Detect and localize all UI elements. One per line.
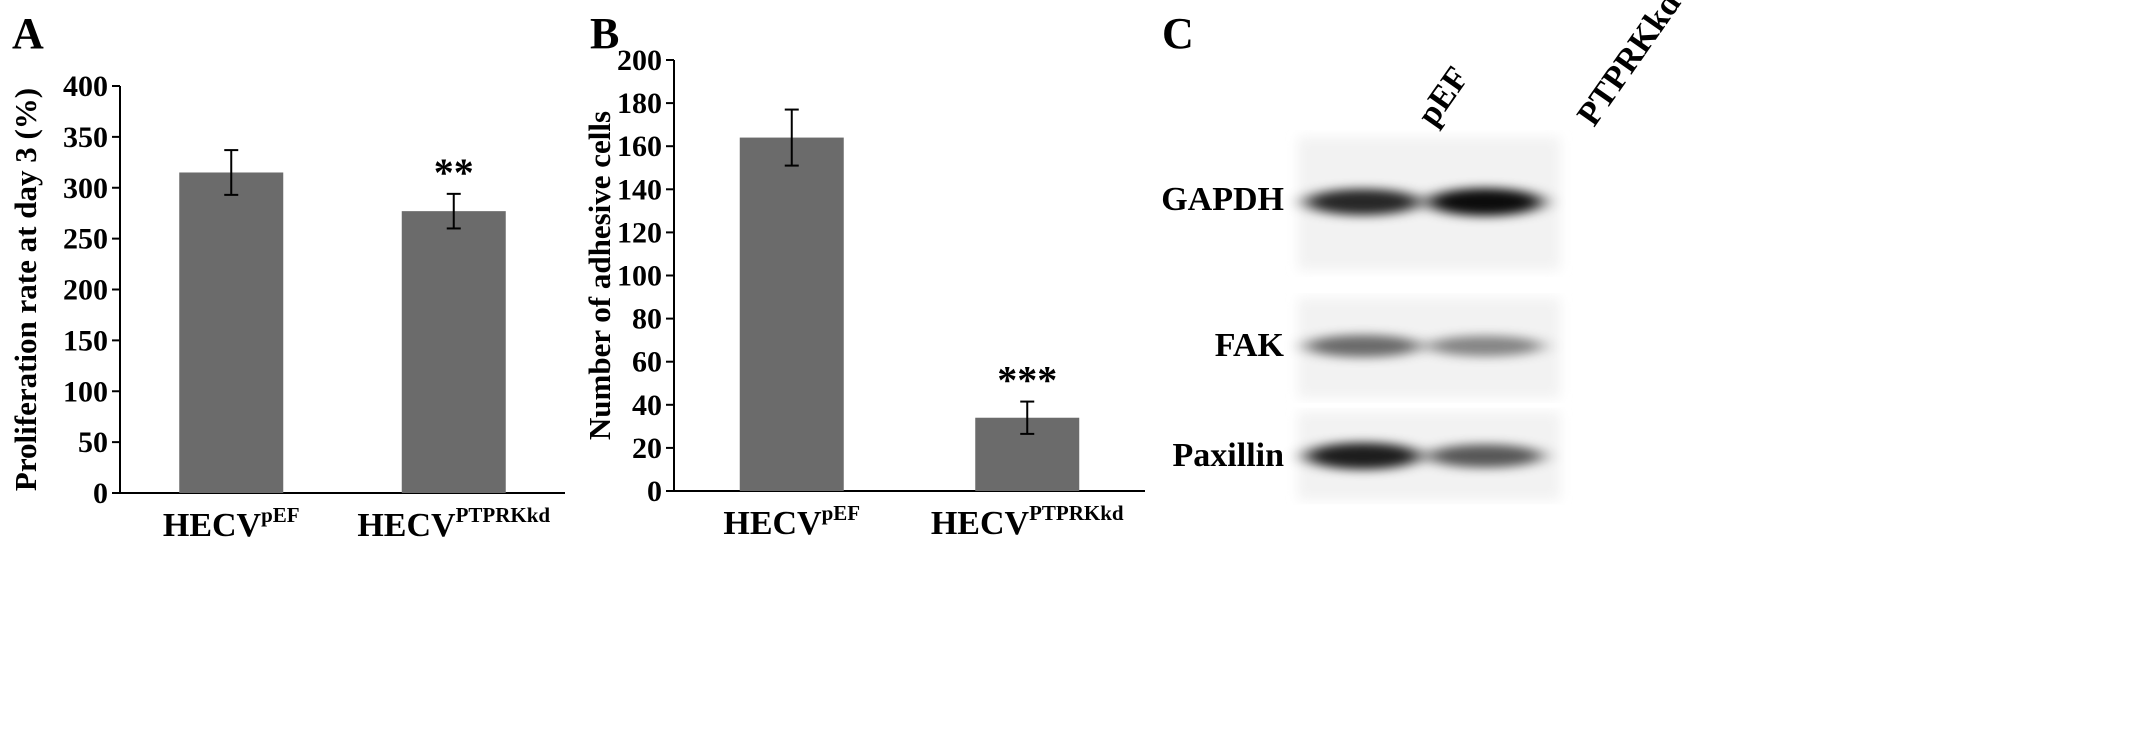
bar: [179, 172, 284, 494]
y-tick-label: 0: [647, 475, 662, 508]
y-tick-label: 40: [632, 389, 662, 422]
lane-label: PTPRKkd: [1570, 0, 1688, 133]
blot-band: [1305, 442, 1421, 470]
blot-band: [1427, 444, 1543, 468]
y-tick-label: 400: [63, 70, 108, 103]
y-tick-label: 80: [632, 303, 662, 336]
category-label: HECVPTPRKkd: [357, 503, 550, 544]
y-tick-label: 60: [632, 346, 662, 379]
bar: [401, 211, 506, 493]
band-label: GAPDH: [1161, 181, 1284, 218]
blot-band: [1427, 335, 1543, 357]
y-tick-label: 100: [617, 260, 662, 293]
category-label: HECVpEF: [723, 501, 860, 542]
band-label: FAK: [1215, 327, 1285, 364]
proliferation-chart: 0 50 100 150 200 250 300 350 400 Proliferation ra…: [8, 70, 565, 544]
y-axis-title: Number of adhesive cells: [582, 111, 617, 440]
category-superscript: pEF: [261, 503, 300, 527]
panel-letter-c: C: [1162, 9, 1194, 58]
y-tick-label: 250: [63, 223, 108, 256]
y-tick-label: 160: [617, 130, 662, 163]
y-tick-label: 0: [93, 477, 108, 510]
y-axis-title: Proliferation rate at day 3 (%): [8, 88, 43, 491]
y-tick-label: 350: [63, 121, 108, 154]
western-blot: pEF PTPRKkd GAPDH FAK Paxillin: [1161, 0, 1688, 500]
y-tick-label: 120: [617, 216, 662, 249]
y-tick-label: 50: [78, 426, 108, 459]
blot-band: [1305, 188, 1421, 216]
category-base: HECV: [723, 505, 822, 542]
category-label: HECVPTPRKkd: [931, 501, 1124, 542]
y-tick-label: 200: [63, 274, 108, 307]
category-base: HECV: [931, 505, 1030, 542]
y-tick-label: 300: [63, 172, 108, 205]
category-base: HECV: [163, 507, 262, 544]
lane-label: pEF: [1410, 60, 1476, 132]
category-label: HECVpEF: [163, 503, 300, 544]
y-tick-label: 200: [617, 44, 662, 77]
y-tick-label: 180: [617, 87, 662, 120]
band-label: Paxillin: [1173, 437, 1285, 474]
y-tick-label: 140: [617, 173, 662, 206]
significance-label: ***: [997, 358, 1057, 403]
category-superscript: PTPRKkd: [456, 503, 551, 527]
panel-letter-b: B: [590, 9, 620, 58]
category-base: HECV: [357, 507, 456, 544]
category-superscript: PTPRKkd: [1029, 501, 1124, 525]
category-superscript: pEF: [822, 501, 861, 525]
y-tick-label: 100: [63, 375, 108, 408]
blot-band: [1305, 334, 1421, 358]
blot-band: [1427, 188, 1543, 216]
panel-letter-a: A: [12, 9, 44, 58]
adhesion-chart: 0 20 40 60 80 100 120 140 160 180 200 Number of adh…: [582, 44, 1145, 542]
significance-label: **: [434, 150, 474, 195]
y-tick-label: 20: [632, 432, 662, 465]
bar: [739, 137, 844, 491]
y-tick-label: 150: [63, 324, 108, 357]
